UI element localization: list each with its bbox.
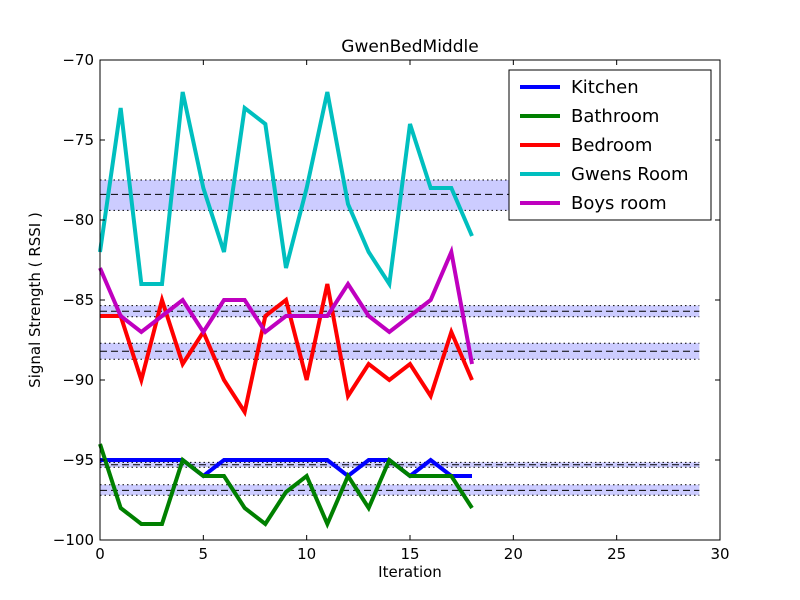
legend-label: Kitchen (571, 77, 639, 98)
legend: Kitchen Bathroom Bedroom Gwens Room Boys roo… (508, 69, 712, 221)
x-axis-label: Iteration (378, 563, 442, 581)
y-tick-label: −85 (62, 291, 94, 309)
y-tick-label: −90 (62, 371, 94, 389)
y-axis-label: Signal Strength ( RSSI ) (26, 212, 44, 388)
ticks-layer: 0 5 10 15 20 25 30 −100 −95 −90 −85 −80 −75 −70 (53, 51, 730, 563)
x-tick-label: 0 (95, 545, 105, 563)
x-tick-label: 25 (607, 545, 626, 563)
y-tick-label: −95 (62, 451, 94, 469)
legend-label: Bedroom (571, 135, 652, 156)
x-tick-label: 30 (710, 545, 729, 563)
legend-label: Bathroom (571, 106, 659, 127)
x-tick-label: 5 (199, 545, 209, 563)
x-tick-label: 10 (297, 545, 316, 563)
series-line-bedroom (100, 283, 474, 418)
series-line-bathroom (98, 443, 474, 530)
y-tick-label: −75 (62, 131, 94, 149)
x-tick-label: 15 (400, 545, 419, 563)
series-layer (98, 91, 474, 530)
legend-label: Gwens Room (571, 164, 689, 185)
series-line-boys-room (98, 245, 474, 365)
series-line-gwens-room (98, 91, 474, 290)
y-tick-label: −70 (62, 51, 94, 69)
y-tick-label: −100 (53, 531, 94, 549)
y-tick-label: −80 (62, 211, 94, 229)
legend-label: Boys room (571, 193, 667, 214)
chart-title: GwenBedMiddle (341, 37, 478, 57)
x-tick-label: 20 (504, 545, 523, 563)
